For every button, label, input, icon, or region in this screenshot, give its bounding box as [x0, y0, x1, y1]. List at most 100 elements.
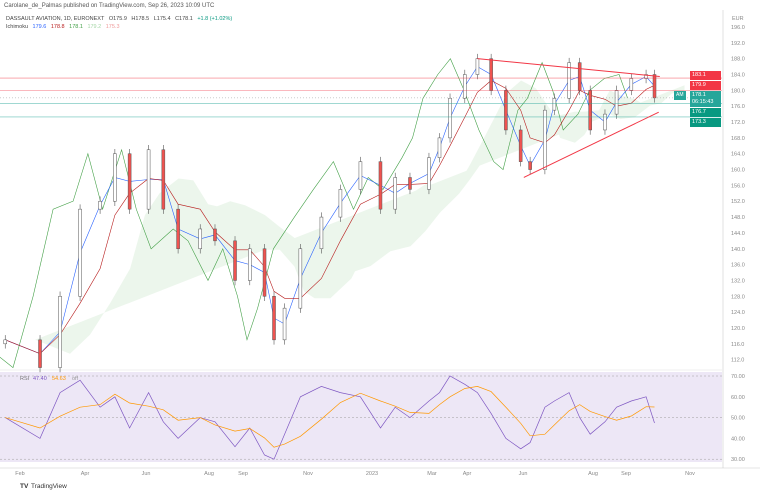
- publisher-line: Carolane_de_Palmas published on TradingV…: [4, 3, 215, 9]
- time-tick: Sep: [238, 471, 248, 477]
- ichimoku-lagging-span: [0, 58, 628, 369]
- candle-body: [38, 339, 42, 368]
- candle-body: [463, 74, 467, 99]
- time-tick: Aug: [588, 471, 598, 477]
- price-tag-support-2: 173.3: [690, 118, 721, 127]
- last-price: 178.1: [692, 92, 706, 98]
- time-tick: Feb: [15, 471, 24, 477]
- candle-body: [543, 109, 547, 170]
- candle-body: [176, 208, 180, 250]
- ichimoku-value: 178.1: [69, 24, 83, 30]
- ichimoku-value: 179.2: [87, 24, 102, 30]
- time-tick: Jun: [519, 471, 528, 477]
- rsi-label: RSI: [20, 376, 30, 382]
- ohlc-change: +1.8 (+1.02%): [197, 16, 233, 22]
- candle-body: [58, 296, 62, 368]
- candle-body: [577, 62, 582, 91]
- time-tick: Nov: [303, 471, 313, 477]
- time-tick: Nov: [685, 471, 695, 477]
- price-tick: 144.0: [731, 231, 745, 237]
- trendline-support: [523, 111, 659, 178]
- price-tick: 192.0: [731, 41, 745, 47]
- candle-body: [528, 161, 532, 170]
- candle-body: [644, 74, 648, 79]
- price-tag-level: 179.9: [690, 81, 721, 90]
- price-tick: 136.0: [731, 263, 745, 269]
- rsi-value: 47.40: [33, 376, 47, 382]
- candle-body: [338, 189, 343, 218]
- price-tick: 128.0: [731, 294, 745, 300]
- price-tick: 132.0: [731, 278, 745, 284]
- candle-body: [262, 248, 267, 297]
- price-tick: 156.0: [731, 183, 745, 189]
- bar-countdown: 06:15:43: [692, 99, 714, 105]
- price-tick: 168.0: [731, 136, 745, 142]
- candle-body: [161, 149, 166, 210]
- time-tick: Mar: [427, 471, 437, 477]
- candle-body: [233, 240, 237, 281]
- price-tick: 112.0: [731, 358, 744, 364]
- ohlc-close: C178.1: [175, 16, 193, 22]
- rsi-tick: 40.00: [731, 436, 745, 442]
- candle-body: [567, 62, 571, 99]
- price-tag-support: 176.7: [690, 108, 721, 117]
- symbol-title[interactable]: DASSAULT AVIATION, 1D, EURONEXT: [6, 16, 105, 22]
- rsi-background: [0, 372, 722, 462]
- candle-body: [113, 153, 117, 202]
- price-tick: 172.0: [731, 120, 745, 126]
- candle-body: [298, 248, 303, 309]
- candle-body: [3, 339, 7, 345]
- price-tick: 120.0: [731, 326, 745, 332]
- candle-body: [518, 129, 523, 162]
- candle-body: [393, 177, 397, 210]
- candle-body: [78, 208, 82, 297]
- ichimoku-value: 175.3: [105, 24, 120, 30]
- price-tick: 164.0: [731, 152, 745, 158]
- candle-body: [282, 307, 287, 341]
- price-tag-resistance: 183.1: [690, 71, 721, 80]
- candle-body: [378, 161, 383, 210]
- candle-body: [614, 90, 619, 115]
- time-tick: Aug: [204, 471, 214, 477]
- candle-body: [98, 200, 102, 210]
- tradingview-logo: TV: [20, 483, 29, 490]
- price-tick: 196.0: [731, 25, 745, 31]
- candle-body: [552, 98, 557, 111]
- ohlc-high: H178.5: [131, 16, 150, 22]
- price-tick: 180.0: [731, 88, 745, 94]
- price-tick: 140.0: [731, 247, 745, 253]
- candle-body: [504, 90, 508, 131]
- candle-body: [475, 58, 480, 75]
- price-tick: 148.0: [731, 215, 745, 221]
- ohlc-open: O175.9: [108, 16, 127, 22]
- price-tick: 160.0: [731, 168, 745, 174]
- ichimoku-label[interactable]: Ichimoku: [6, 24, 29, 30]
- am-badge[interactable]: AM: [674, 91, 686, 100]
- footer-brand: TradingView: [31, 483, 67, 490]
- candle-body: [437, 137, 442, 158]
- price-tick: 184.0: [731, 73, 745, 79]
- rsi-tick: 30.00: [731, 457, 745, 463]
- candle-body: [248, 248, 252, 281]
- price-tick: 124.0: [731, 310, 745, 316]
- candle-body: [127, 153, 132, 210]
- candle-body: [588, 90, 592, 131]
- candle-body: [213, 228, 217, 242]
- price-tag-last: 178.1 06:15:43: [690, 91, 721, 107]
- time-tick: Apr: [463, 471, 472, 477]
- rsi-tick: 60.00: [731, 395, 745, 401]
- currency-label[interactable]: EUR: [732, 16, 744, 22]
- rsi-ma-line: [5, 386, 655, 448]
- legend: DASSAULT AVIATION, 1D, EURONEXT O175.9 H…: [6, 15, 235, 31]
- rsi-ma-value: 54.63: [52, 376, 66, 382]
- price-tick: 188.0: [731, 57, 745, 63]
- candle-body: [408, 177, 412, 190]
- rsi-line: [5, 375, 655, 460]
- time-tick: 2023: [366, 471, 378, 477]
- candle-body: [272, 296, 276, 341]
- candle-body: [489, 58, 493, 91]
- candle-body: [358, 161, 363, 190]
- ichimoku-value: 179.6: [32, 24, 47, 30]
- price-tick: 152.0: [731, 199, 745, 205]
